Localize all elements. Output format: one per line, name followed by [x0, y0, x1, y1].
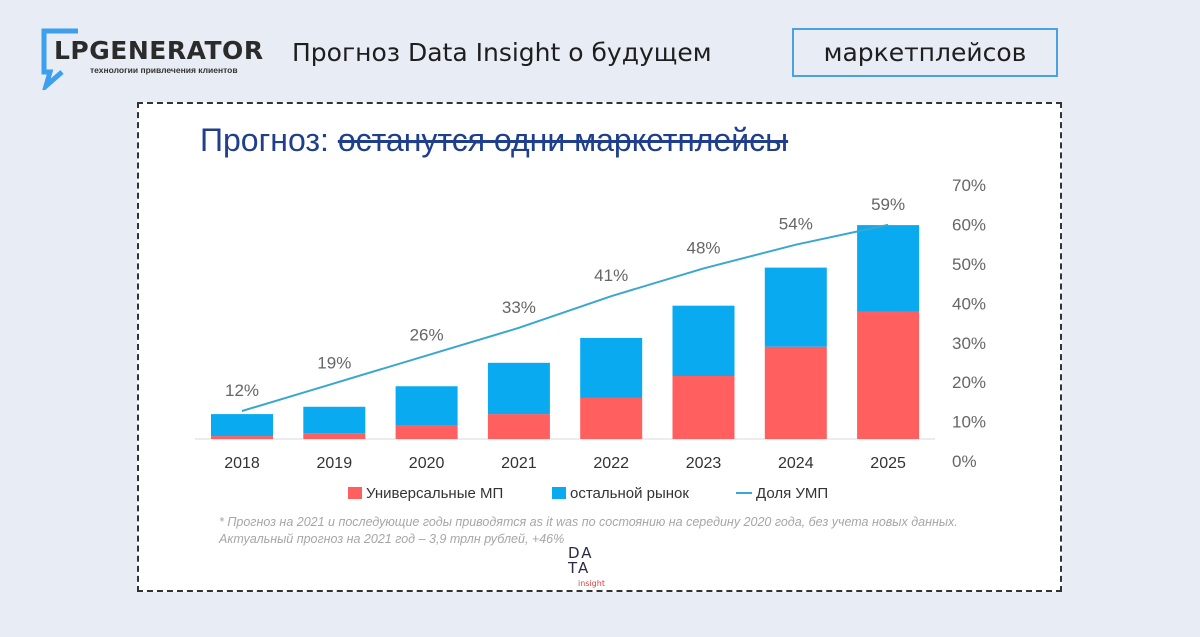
x-tick-label: 2020: [409, 455, 445, 472]
bar-rest-market: [395, 386, 458, 426]
y-tick-label: 70%: [952, 176, 986, 195]
x-tick-label: 2021: [501, 455, 537, 472]
data-label: 19%: [317, 353, 351, 372]
bar-rest-market: [303, 406, 366, 434]
bar-universal-mp: [487, 414, 550, 439]
bar-universal-mp: [857, 311, 920, 439]
y-tick-label: 10%: [952, 413, 986, 432]
data-label: 54%: [779, 215, 813, 234]
legend-swatch: [348, 487, 362, 499]
bar-rest-market: [857, 225, 920, 312]
logo-line3: insight: [578, 579, 605, 588]
data-label: 12%: [225, 381, 259, 400]
y-tick-label: 30%: [952, 334, 986, 353]
legend-label: Доля УМП: [756, 485, 828, 502]
bar-universal-mp: [211, 436, 273, 439]
bar-rest-market: [580, 337, 643, 398]
x-tick-label: 2022: [593, 455, 629, 472]
data-label: 48%: [686, 238, 720, 257]
bar-rest-market: [211, 414, 273, 437]
logo-line1: DA: [568, 544, 594, 562]
x-tick-label: 2024: [778, 455, 814, 472]
logo-line2: TA: [568, 559, 591, 577]
bar-rest-market: [764, 267, 827, 347]
bar-universal-mp: [395, 425, 458, 439]
y-tick-label: 0%: [952, 452, 977, 471]
y-tick-label: 50%: [952, 255, 986, 274]
legend-label: Универсальные МП: [366, 485, 503, 502]
slide-title: Прогноз: останутся одни маркетплейсы: [200, 122, 788, 159]
x-tick-label: 2023: [686, 455, 722, 472]
bar-universal-mp: [580, 397, 643, 439]
bar-universal-mp: [764, 346, 827, 439]
data-label: 59%: [871, 195, 905, 214]
x-tick-label: 2019: [317, 455, 353, 472]
x-tick-label: 2018: [224, 455, 260, 472]
data-label: 33%: [502, 298, 536, 317]
x-tick-label: 2025: [870, 455, 906, 472]
legend-swatch: [552, 487, 566, 499]
lpgenerator-logo: LPGENERATOR технологии привлечения клиен…: [38, 28, 263, 90]
share-line: [241, 223, 889, 412]
title-struck: останутся одни маркетплейсы: [337, 122, 789, 158]
bar-universal-mp: [303, 433, 366, 439]
bar-rest-market: [672, 305, 735, 377]
page-title: Прогноз Data Insight о будущем: [292, 38, 712, 67]
bar-rest-market: [487, 362, 550, 415]
footnote: * Прогноз на 2021 и последующие годы при…: [219, 515, 958, 546]
y-tick-label: 60%: [952, 216, 986, 235]
logo-name: LPGENERATOR: [54, 36, 264, 65]
title-highlight: маркетплейсов: [792, 28, 1058, 77]
data-insight-logo: DA TA insight: [568, 546, 605, 591]
y-tick-label: 20%: [952, 373, 986, 392]
logo-tagline: технологии привлечения клиентов: [90, 65, 238, 75]
data-label: 41%: [594, 266, 628, 285]
speech-bubble-icon: [41, 28, 78, 90]
bar-universal-mp: [672, 376, 735, 439]
y-tick-label: 40%: [952, 294, 986, 313]
title-prefix: Прогноз:: [200, 122, 329, 158]
data-label: 26%: [410, 326, 444, 345]
legend-label: остальной рынок: [570, 485, 689, 502]
